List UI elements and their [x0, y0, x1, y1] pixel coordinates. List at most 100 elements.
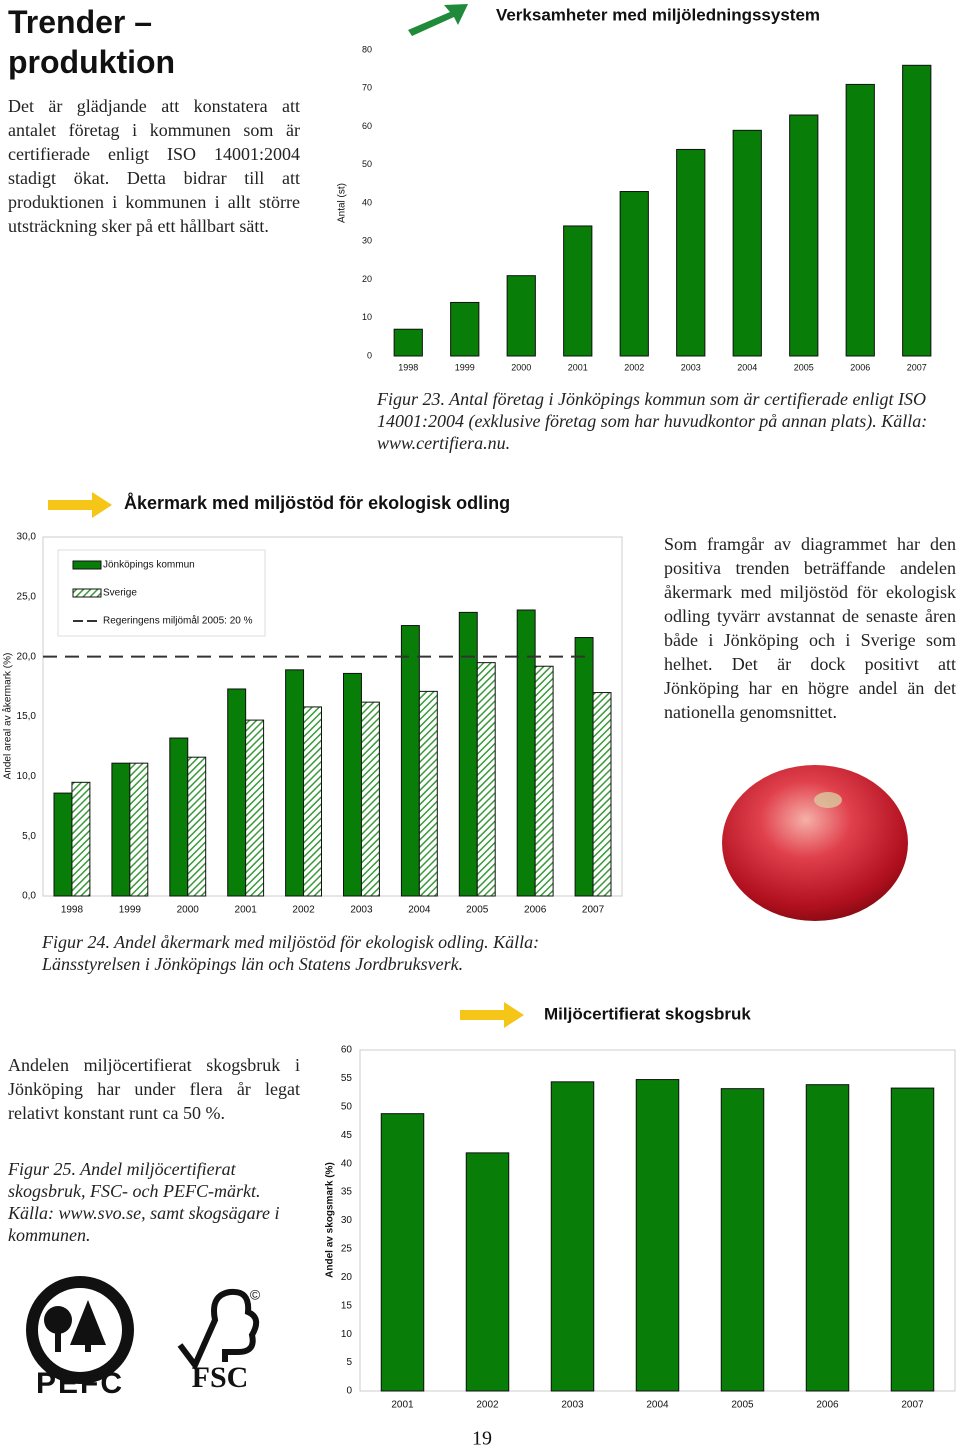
x-tick-label: 2005: [731, 1400, 754, 1411]
y-tick-label: 0: [346, 1386, 352, 1397]
y-tick-label: 0: [367, 350, 372, 360]
logo-text: PEFC: [36, 1367, 124, 1400]
bar: [516, 609, 536, 897]
paragraph: Andelen miljöcertifierat skogsbruk i Jön…: [8, 1055, 300, 1123]
apple: [722, 765, 908, 921]
legend-label: Regeringens miljömål 2005: 20 %: [103, 615, 253, 627]
x-tick-label: 2001: [568, 362, 588, 372]
arrow: [460, 1002, 524, 1028]
x-tick-label: 2006: [850, 362, 870, 372]
x-tick-label: 1999: [455, 362, 475, 372]
x-tick-label: 2003: [561, 1400, 584, 1411]
x-tick-label: 2001: [235, 905, 258, 916]
x-tick-label: 1998: [398, 362, 418, 372]
bar: [789, 114, 819, 357]
bar: [845, 83, 875, 357]
x-tick-label: 2002: [476, 1400, 499, 1411]
y-tick-label: 5: [346, 1357, 352, 1368]
bar: [400, 625, 420, 897]
legend-label: Jönköpings kommun: [103, 560, 195, 571]
bar: [450, 301, 480, 357]
x-tick-label: 1999: [119, 905, 142, 916]
legend-swatch: [72, 588, 102, 598]
y-tick-label: 0,0: [22, 891, 36, 902]
bar: [418, 690, 438, 897]
legend-label: Sverige: [103, 588, 137, 599]
x-tick-label: 2002: [624, 362, 644, 372]
chart-title: Miljöcertifierat skogsbruk: [544, 1004, 751, 1023]
y-tick-label: 25,0: [17, 591, 37, 602]
y-tick-label: 20: [341, 1272, 353, 1283]
y-tick-label: 40: [341, 1158, 353, 1169]
y-tick-label: 80: [362, 44, 372, 54]
y-tick-label: 55: [341, 1073, 353, 1084]
paragraph: Det är glädjande att konstatera att anta…: [8, 96, 300, 236]
x-tick-label: 2007: [907, 362, 927, 372]
x-tick-label: 2004: [737, 362, 757, 372]
x-tick-label: 2007: [582, 905, 605, 916]
bar: [245, 719, 265, 897]
y-tick-label: 25: [341, 1244, 353, 1255]
bar: [169, 737, 189, 897]
y-tick-label: 30,0: [17, 532, 37, 543]
y-tick-label: 60: [362, 121, 372, 131]
y-tick-label: 20: [362, 274, 372, 284]
y-tick-label: 45: [341, 1130, 353, 1141]
fsc-logo: © FSC: [177, 1287, 261, 1394]
page-number: 19: [472, 1428, 492, 1449]
logo-mark: ©: [250, 1287, 261, 1303]
x-tick-label: 2000: [511, 362, 531, 372]
x-tick-label: 2001: [391, 1400, 414, 1411]
y-axis-label: Andel areal av åkermark (%): [2, 653, 14, 780]
bar: [574, 637, 594, 897]
bar: [902, 64, 932, 357]
y-tick-label: 20,0: [17, 651, 37, 662]
y-tick-label: 15: [341, 1300, 353, 1311]
bar: [71, 781, 91, 897]
bar: [393, 328, 423, 357]
bar: [53, 792, 73, 897]
x-tick-label: 2002: [292, 905, 315, 916]
bar: [592, 692, 612, 897]
y-tick-label: 15,0: [17, 711, 37, 722]
y-axis-label: Andel av skogsmark (%): [325, 1162, 336, 1278]
y-tick-label: 35: [341, 1187, 353, 1198]
bar: [285, 669, 305, 897]
y-tick-label: 70: [362, 83, 372, 93]
bar: [635, 1079, 680, 1392]
bar: [720, 1088, 765, 1392]
caption: Figur 25. Andel miljöcertifierat skogsbr…: [8, 1159, 280, 1245]
heading: Trender – produktion: [8, 4, 176, 80]
bar: [534, 665, 554, 897]
bar: [343, 672, 362, 897]
y-tick-label: 10: [362, 312, 372, 322]
bar: [227, 688, 247, 897]
x-tick-label: 2005: [466, 905, 489, 916]
x-tick-label: 2007: [901, 1400, 924, 1411]
bar: [805, 1084, 850, 1392]
bar: [732, 129, 762, 357]
logo-text: FSC: [192, 1361, 249, 1394]
bar: [458, 611, 478, 897]
y-tick-label: 40: [362, 197, 372, 207]
y-tick-label: 50: [341, 1101, 353, 1112]
bar: [563, 225, 593, 357]
bar: [129, 762, 149, 897]
x-tick-label: 2003: [681, 362, 701, 372]
bar: [619, 191, 649, 357]
pefc-logo: PEFC: [26, 1276, 134, 1400]
bar: [550, 1081, 595, 1392]
bar: [476, 662, 496, 897]
x-tick-label: 2005: [794, 362, 814, 372]
paragraph: Som framgår av diagrammet har den positi…: [664, 534, 956, 722]
y-tick-label: 60: [341, 1045, 353, 1056]
x-tick-label: 2004: [408, 905, 431, 916]
chart-title: Verksamheter med miljöledningssystem: [496, 5, 820, 24]
y-tick-label: 5,0: [22, 831, 36, 842]
arrow: [408, 4, 468, 36]
x-tick-label: 2003: [350, 905, 373, 916]
plot-frame: [42, 536, 623, 897]
y-tick-label: 10,0: [17, 771, 37, 782]
y-tick-label: 30: [362, 236, 372, 246]
